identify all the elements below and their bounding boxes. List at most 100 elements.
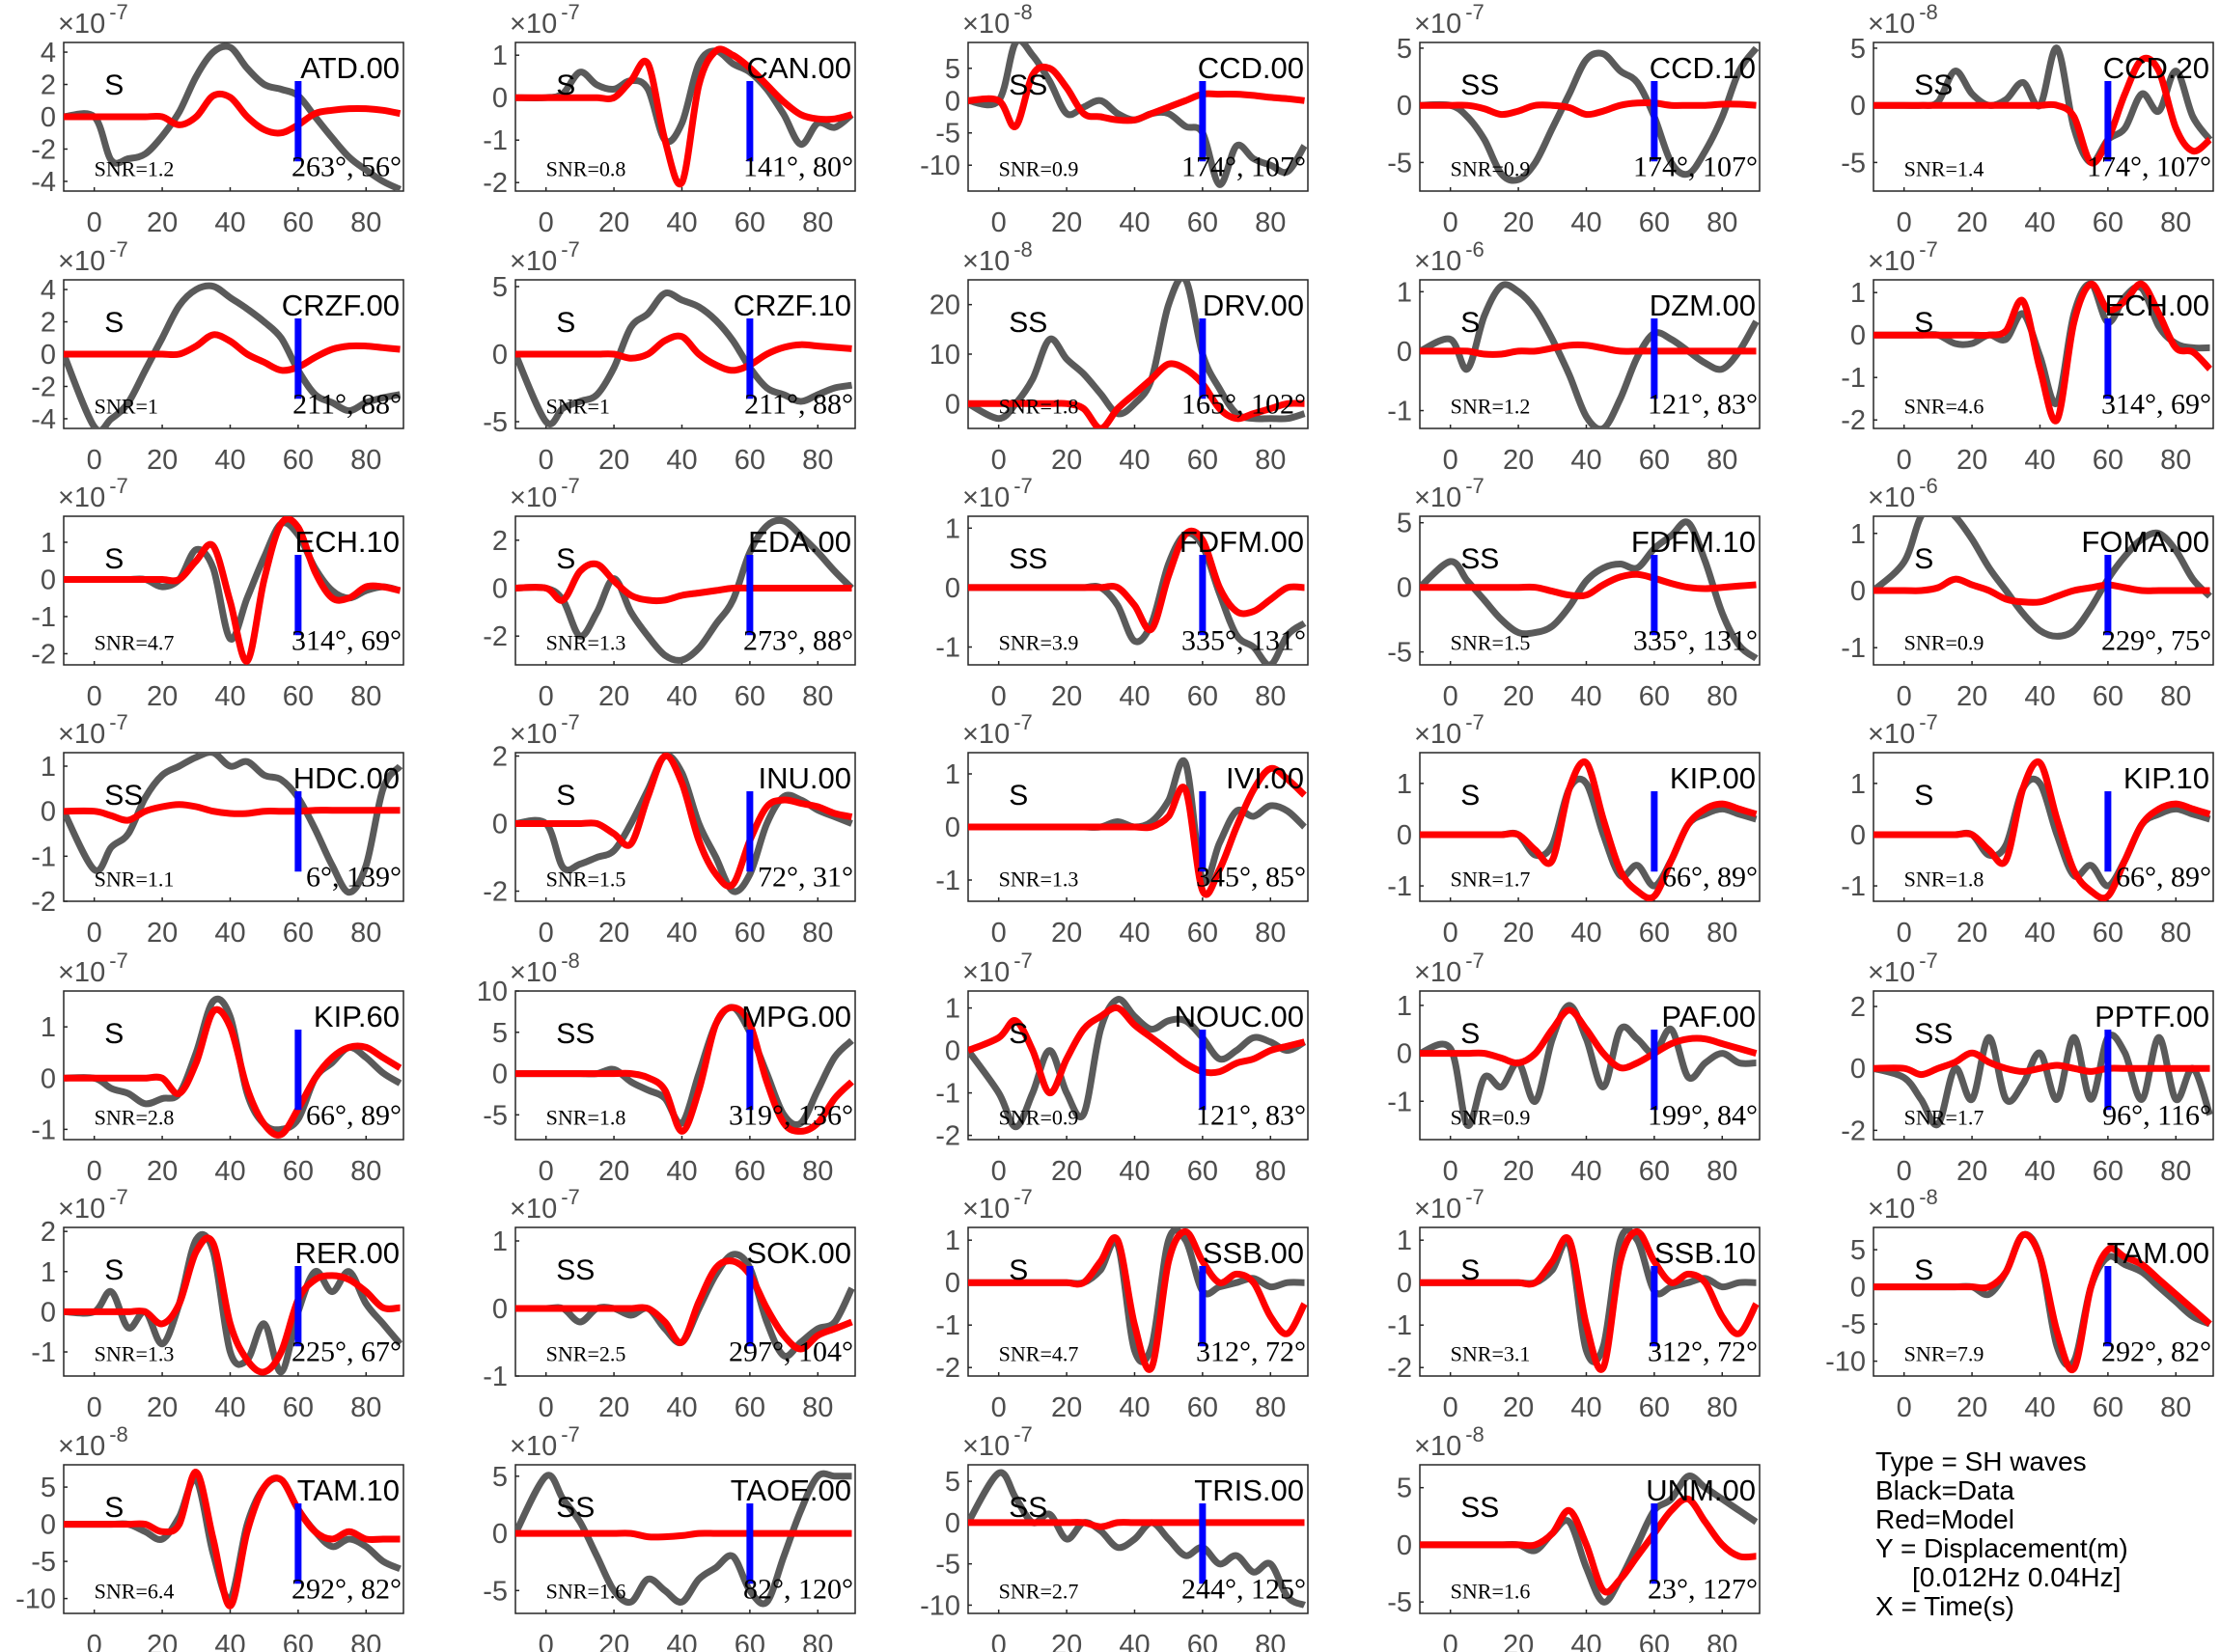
angles-label: 314°, 69°: [2101, 389, 2211, 421]
angles-label: 312°, 72°: [1648, 1336, 1758, 1368]
x-tick-label: 20: [598, 1630, 629, 1652]
subplot-foma-00: 0 20 40 60 80 -1 0 1×10 -6 S FOMA.00 SNR=0.9 229°, 7…: [1841, 474, 2214, 712]
y-tick-label: 0: [41, 1297, 56, 1328]
snr-label: SNR=1.2: [1451, 395, 1531, 419]
x-tick-label: 40: [1119, 681, 1150, 712]
phase-label: S: [1914, 543, 1933, 575]
exponent-value: -7: [561, 474, 580, 498]
x-tick-label: 60: [735, 681, 765, 712]
legend-red: Red=Model: [1875, 1504, 2014, 1534]
phase-label: S: [104, 69, 124, 101]
curves: [1420, 45, 1760, 184]
angles-label: 229°, 75°: [2101, 625, 2211, 657]
x-tick-label: 0: [991, 1630, 1007, 1652]
snr-label: SNR=1.8: [1904, 867, 1984, 892]
x-tick-label: 20: [598, 207, 629, 238]
exponent-value: -7: [1919, 237, 1938, 262]
subplot-tam-00: 0 20 40 60 80 -10 -5 0 5×10 -8 S TAM.00 SNR=7.9 292°,…: [1825, 1185, 2214, 1423]
station-label: UNM.00: [1646, 1473, 1756, 1507]
x-tick-label: 60: [1187, 681, 1218, 712]
y-tick-label: -5: [935, 1550, 960, 1581]
y-tick-label: -1: [935, 1079, 960, 1110]
snr-label: SNR=1: [95, 395, 158, 419]
exponent-value: -7: [1013, 949, 1033, 973]
phase-label: SS: [1914, 69, 1953, 101]
y-exponent-label: ×10 -8: [1868, 1185, 1938, 1225]
phase-label: S: [1460, 307, 1480, 339]
angles-label: 244°, 125°: [1181, 1574, 1306, 1606]
y-tick-label: -2: [31, 887, 56, 918]
exponent-value: -8: [1919, 0, 1938, 24]
station-label: SSB.10: [1654, 1236, 1756, 1270]
station-label: CCD.20: [2103, 51, 2209, 85]
subplot-ech-10: 0 20 40 60 80 -2 -1 0 1×10 -7 S ECH.10 SNR=4.7 314°, …: [31, 474, 404, 712]
y-tick-label: -2: [935, 1353, 960, 1384]
x-tick-label: 60: [1187, 1156, 1218, 1187]
y-tick-label: 5: [1397, 34, 1412, 65]
phase-label: S: [104, 1492, 124, 1524]
snr-label: SNR=1.3: [95, 1342, 175, 1366]
curves: [64, 1469, 402, 1610]
data-waveform: [515, 753, 853, 895]
y-tick-label: -5: [483, 407, 508, 438]
x-tick-label: 80: [1707, 445, 1737, 476]
exponent-value: -7: [561, 1185, 580, 1209]
station-label: ECH.10: [294, 525, 400, 559]
y-exponent-label: ×10 -7: [962, 949, 1033, 988]
y-tick-label: 5: [1397, 509, 1412, 539]
x-tick-label: 40: [666, 1156, 697, 1187]
x-tick-label: 20: [147, 918, 178, 949]
x-tick-label: 0: [991, 1392, 1007, 1423]
y-exponent-label: ×10 -7: [1868, 710, 1938, 750]
curves: [968, 1227, 1308, 1373]
x-tick-label: 40: [2024, 681, 2055, 712]
exponent-value: -7: [1013, 710, 1033, 734]
x-tick-label: 40: [1570, 681, 1601, 712]
x-tick-label: 20: [1956, 1156, 1987, 1187]
curves: [968, 757, 1307, 898]
curves: [1873, 44, 2213, 167]
y-tick-label: 0: [1850, 1273, 1866, 1304]
y-tick-label: 0: [1850, 320, 1866, 351]
y-tick-label: 0: [492, 1060, 508, 1090]
exponent-value: -7: [1465, 0, 1485, 24]
angles-label: 314°, 69°: [291, 625, 402, 657]
subplot-ccd-20: 0 20 40 60 80 -5 0 5×10 -8 SS CCD.20 SNR=1.4 174°, 1…: [1841, 0, 2214, 238]
data-waveform: [1873, 44, 2213, 166]
y-tick-label: 0: [41, 1063, 56, 1094]
snr-label: SNR=1.6: [546, 1580, 626, 1604]
subplot-ccd-10: 0 20 40 60 80 -5 0 5×10 -7 SS CCD.10 SNR=0.9 174°, 1…: [1387, 0, 1761, 238]
y-tick-label: 2: [41, 1217, 56, 1248]
x-tick-label: 80: [1707, 1156, 1737, 1187]
model-waveform: [968, 1519, 1305, 1530]
model-waveform: [64, 1469, 401, 1610]
x-tick-label: 20: [1051, 1630, 1082, 1652]
y-tick-label: -1: [935, 866, 960, 896]
angles-label: 335°, 131°: [1181, 625, 1306, 657]
station-label: ECH.00: [2104, 289, 2209, 322]
y-tick-label: 0: [492, 83, 508, 114]
model-waveform: [515, 1257, 853, 1353]
x-tick-label: 20: [598, 681, 629, 712]
exponent-value: -7: [109, 710, 128, 734]
station-label: CRZF.00: [282, 289, 400, 322]
station-label: KIP.60: [314, 1000, 400, 1033]
y-tick-label: -5: [31, 1547, 56, 1578]
y-tick-label: 0: [492, 810, 508, 840]
x-tick-label: 60: [1187, 445, 1218, 476]
y-exponent-label: ×10 -7: [58, 1185, 128, 1225]
y-tick-label: 2: [1850, 992, 1866, 1023]
snr-label: SNR=1.7: [1451, 867, 1531, 892]
y-tick-label: 0: [1397, 573, 1412, 604]
exponent-value: -7: [1465, 949, 1485, 973]
angles-label: 96°, 116°: [2102, 1100, 2211, 1132]
exponent-value: -7: [561, 237, 580, 262]
y-tick-label: -1: [31, 1115, 56, 1145]
y-tick-label: 5: [1850, 34, 1866, 65]
station-label: FOMA.00: [2081, 525, 2209, 559]
y-exponent-label: ×10 -7: [58, 474, 128, 513]
x-tick-label: 0: [87, 207, 102, 238]
model-waveform: [515, 753, 853, 890]
